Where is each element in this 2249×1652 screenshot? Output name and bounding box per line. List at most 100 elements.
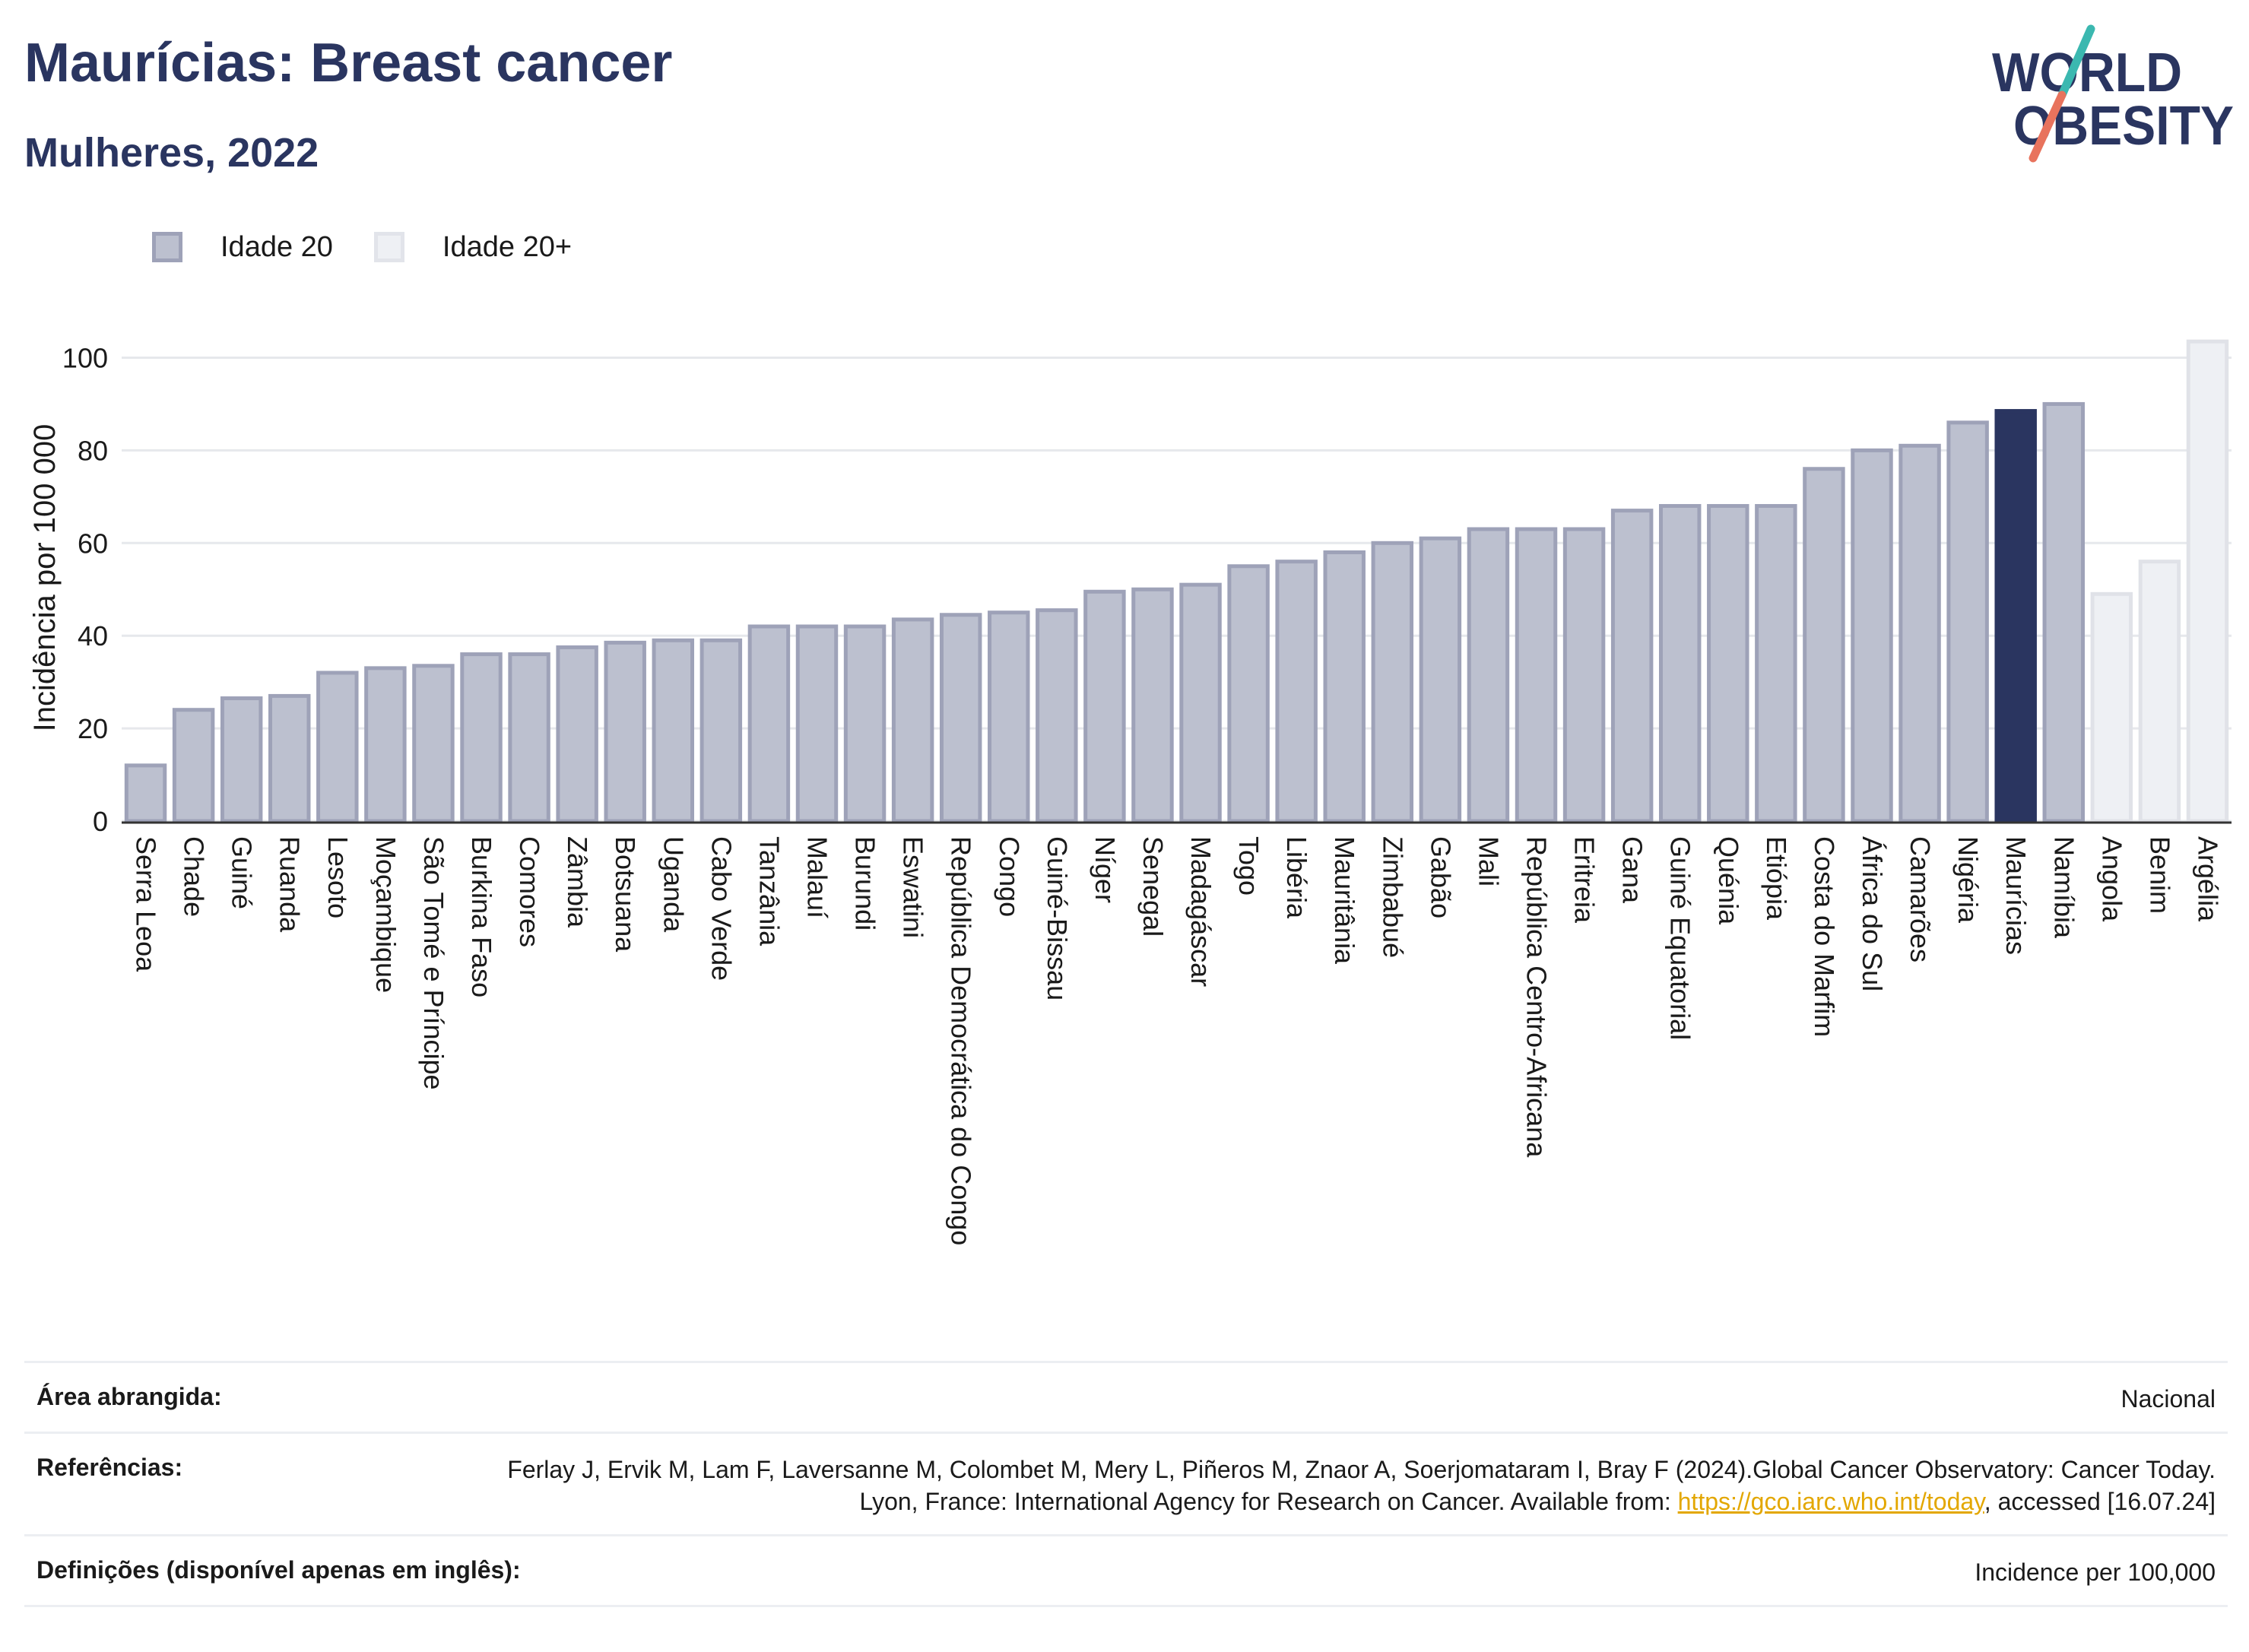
y-tick-label: 80: [78, 435, 108, 466]
x-tick-label: República Centro-Africana: [1521, 836, 1553, 1158]
legend-item-idade-20-plus[interactable]: Idade 20+: [373, 230, 573, 264]
footer-row-definitions: Definições (disponível apenas em inglês)…: [24, 1534, 2228, 1607]
bar-libéria[interactable]: [1275, 560, 1318, 823]
bar-eritreia[interactable]: [1562, 527, 1606, 823]
x-tick-label: Guiné Equatorial: [1665, 836, 1696, 1040]
x-tick-label: Quénia: [1713, 836, 1744, 925]
bar-lesoto[interactable]: [316, 671, 359, 823]
bar-burundi[interactable]: [843, 624, 887, 823]
footer-table: Área abrangida: Nacional Referências: Fe…: [24, 1361, 2228, 1607]
bar-zimbabué[interactable]: [1371, 541, 1414, 823]
bar-namíbia[interactable]: [2042, 401, 2085, 823]
bar-gana[interactable]: [1610, 509, 1654, 823]
bar-moçambique[interactable]: [364, 666, 407, 823]
bar-benim[interactable]: [2138, 560, 2181, 823]
x-tick-label: Zimbabué: [1377, 836, 1408, 958]
legend-item-idade-20[interactable]: Idade 20: [152, 231, 333, 264]
x-tick-label: Namíbia: [2048, 836, 2079, 939]
bar-maurícias[interactable]: [1994, 409, 2037, 823]
bar-uganda[interactable]: [652, 638, 695, 823]
bar-senegal[interactable]: [1131, 587, 1174, 823]
y-tick-label: 60: [78, 528, 108, 559]
footer-references-label: Referências:: [36, 1454, 183, 1481]
bar-são-tomé-e-príncipe[interactable]: [412, 664, 455, 823]
x-tick-label: Mauritânia: [1329, 836, 1360, 965]
logo-slash-coral: [2029, 90, 2067, 163]
references-accessed: , accessed [16.07.24]: [1984, 1488, 2216, 1515]
x-tick-label: Nigéria: [1952, 836, 1984, 924]
x-tick-label: Costa do Marfim: [1809, 836, 1840, 1037]
bar-costa-do-marfim[interactable]: [1803, 467, 1845, 823]
bar-madagáscar[interactable]: [1179, 582, 1222, 823]
bar-ruanda[interactable]: [268, 693, 311, 823]
x-tick-label: Guiné: [227, 836, 258, 909]
x-tick-label: Mali: [1473, 836, 1504, 886]
bar-botsuana[interactable]: [604, 640, 646, 823]
bar-argélia[interactable]: [2186, 339, 2229, 823]
x-tick-label: Cabo Verde: [706, 836, 737, 981]
bar-níger[interactable]: [1083, 589, 1126, 823]
x-tick-label: Tanzânia: [753, 836, 785, 946]
bar-república-centro-africana[interactable]: [1515, 527, 1558, 823]
bar-tanzânia[interactable]: [747, 624, 791, 823]
x-tick-label: Eritreia: [1569, 836, 1600, 924]
bar-guiné-equatorial[interactable]: [1658, 504, 1702, 823]
bar-togo[interactable]: [1227, 564, 1270, 823]
bar-gabão[interactable]: [1419, 536, 1462, 823]
x-tick-label: Burkina Faso: [466, 836, 497, 997]
chart-legend: Idade 20 Idade 20+: [152, 227, 613, 268]
x-tick-label: Zâmbia: [562, 836, 593, 928]
x-tick-label: Etiópia: [1761, 836, 1792, 921]
bar-república-democrática-do-congo[interactable]: [939, 613, 982, 823]
y-tick-label: 40: [78, 620, 108, 652]
legend-swatch-idade-20: [152, 232, 182, 262]
y-tick-label: 100: [62, 342, 108, 373]
bar-congo[interactable]: [988, 610, 1030, 823]
references-text: Ferlay J, Ervik M, Lam F, Laversanne M, …: [507, 1456, 2216, 1515]
x-tick-label: Angola: [2096, 836, 2127, 922]
bar-guiné[interactable]: [220, 696, 263, 823]
y-tick-label: 0: [93, 806, 108, 837]
bar-áfrica-do-sul[interactable]: [1851, 448, 1893, 823]
bar-nigéria[interactable]: [1946, 420, 1989, 823]
footer-area-label: Área abrangida:: [36, 1383, 222, 1410]
bar-chart: 0 20 40 60 80 100 Incidência por 100 000 Serra …: [28, 339, 2232, 1245]
bar-mali[interactable]: [1467, 527, 1510, 823]
x-tick-label: Congo: [994, 836, 1025, 917]
world-obesity-logo: WORLD OBESITY: [1992, 24, 2234, 163]
bar-cabo-verde[interactable]: [699, 638, 743, 823]
x-tick-label: Gabão: [1425, 836, 1456, 918]
footer-row-area: Área abrangida: Nacional: [24, 1361, 2228, 1432]
x-tick-label: Guiné-Bissau: [1042, 836, 1073, 1000]
bar-camarões[interactable]: [1898, 443, 1941, 823]
x-tick-label: República Democrática do Congo: [946, 836, 977, 1245]
bar-eswatini[interactable]: [891, 617, 934, 823]
x-tick-label: Argélia: [2192, 836, 2223, 922]
legend-label-idade-20: Idade 20: [220, 230, 333, 263]
x-tick-label: Chade: [179, 836, 210, 917]
footer-definitions-value: Incidence per 100,000: [1975, 1558, 2216, 1586]
legend-label-idade-20-plus: Idade 20+: [442, 230, 573, 263]
x-tick-label: Burundi: [850, 836, 881, 931]
bar-quénia[interactable]: [1707, 504, 1749, 823]
bar-serra-leoa[interactable]: [124, 763, 167, 823]
y-axis-label: Incidência por 100 000: [28, 424, 62, 732]
x-tick-label: Comores: [514, 836, 545, 947]
x-tick-label: Libéria: [1281, 836, 1312, 919]
references-link[interactable]: https://gco.iarc.who.int/today: [1677, 1488, 1984, 1515]
bar-guiné-bissau[interactable]: [1036, 608, 1078, 823]
legend-swatch-idade-20-plus: [373, 232, 404, 262]
bar-malauí[interactable]: [795, 624, 839, 823]
footer-area-value: Nacional: [2121, 1385, 2216, 1413]
bar-etiópia[interactable]: [1755, 504, 1797, 823]
bar-comores[interactable]: [508, 652, 550, 823]
bar-angola[interactable]: [2090, 591, 2133, 823]
bar-zâmbia[interactable]: [556, 645, 598, 823]
x-tick-label: Camarões: [1905, 836, 1936, 962]
x-tick-label: Moçambique: [370, 836, 401, 993]
bar-mauritânia[interactable]: [1323, 550, 1366, 823]
bar-chade[interactable]: [172, 708, 215, 823]
bar-burkina-faso[interactable]: [460, 652, 503, 823]
x-tick-label: Uganda: [658, 836, 689, 933]
x-tick-label: Senegal: [1137, 836, 1169, 937]
